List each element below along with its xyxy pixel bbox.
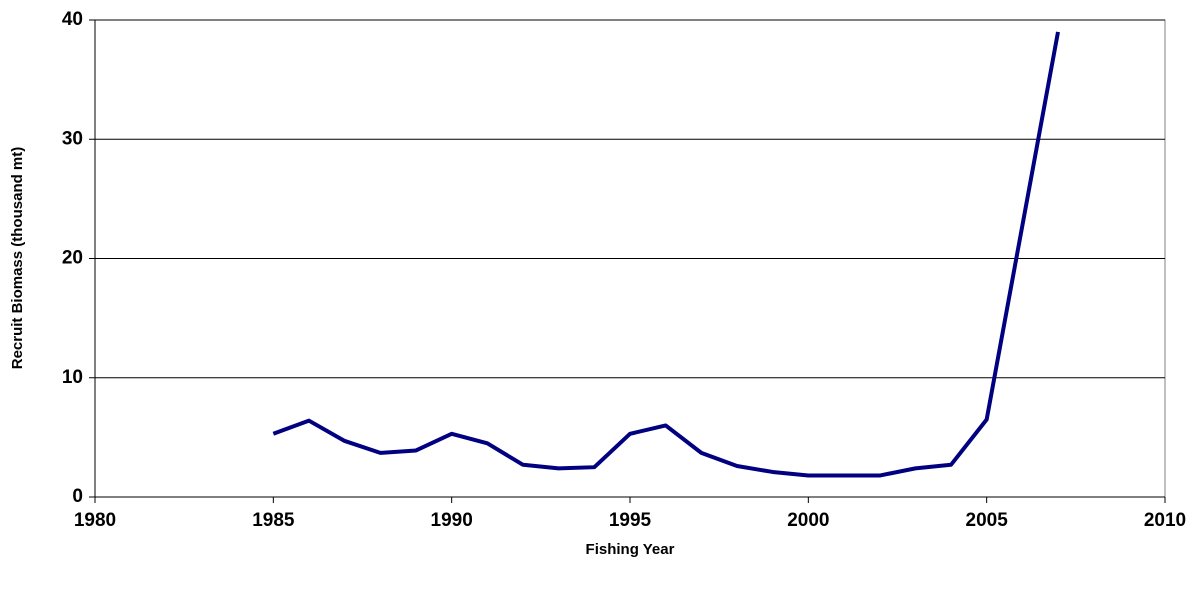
- x-tick-label: 2005: [966, 510, 1009, 531]
- y-tick-label: 20: [62, 248, 83, 269]
- x-tick-label: 1980: [74, 510, 116, 531]
- y-tick-label: 0: [72, 486, 83, 507]
- y-tick-label: 10: [62, 367, 83, 388]
- x-tick-label: 2000: [787, 510, 829, 531]
- x-tick-label: 1985: [252, 510, 295, 531]
- x-tick-label: 2010: [1144, 510, 1186, 531]
- x-axis-title: Fishing Year: [586, 541, 675, 558]
- y-tick-label: 40: [62, 9, 83, 30]
- x-tick-label: 1995: [609, 510, 652, 531]
- data-line: [272, 31, 1060, 478]
- y-axis-title: Recruit Biomass (thousand mt): [9, 147, 26, 370]
- x-tick-label: 1990: [431, 510, 473, 531]
- y-tick-label: 30: [62, 128, 83, 149]
